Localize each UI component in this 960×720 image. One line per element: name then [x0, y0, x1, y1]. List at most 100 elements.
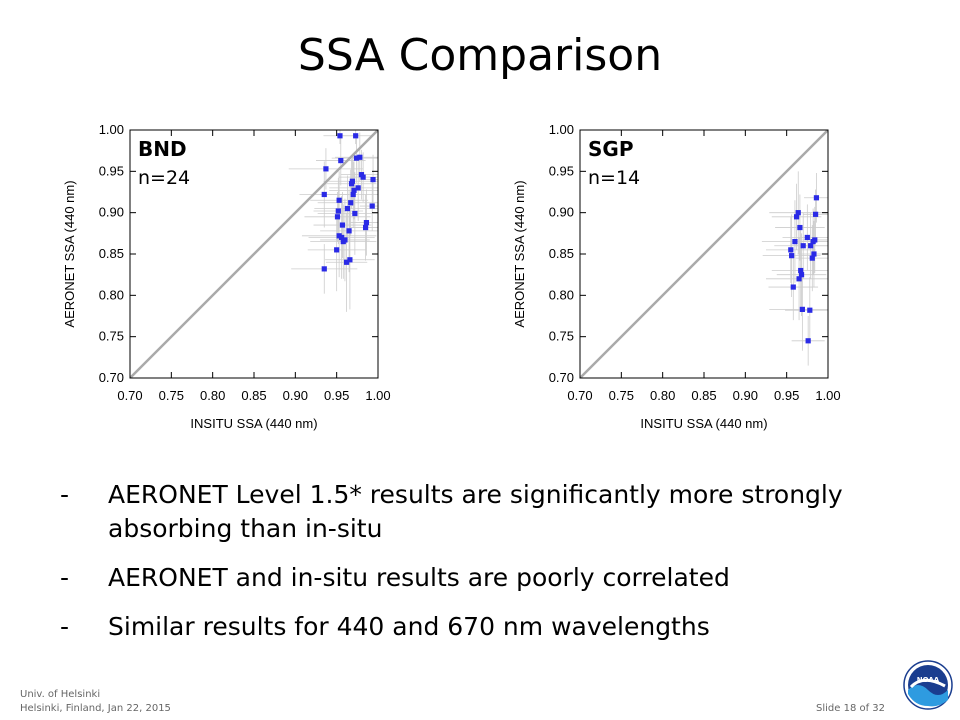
data-point: [807, 307, 813, 313]
bullet-text: AERONET and in-situ results are poorly c…: [108, 563, 730, 592]
data-point: [355, 185, 361, 191]
data-point: [351, 187, 357, 193]
x-tick-label: 0.70: [117, 388, 142, 403]
footer-organization: Univ. of Helsinki: [20, 689, 101, 700]
bullet-marker: -: [60, 480, 70, 509]
data-point: [800, 243, 806, 249]
y-tick-label: 0.95: [549, 163, 574, 178]
data-point: [349, 178, 355, 184]
data-point: [797, 224, 803, 231]
data-point: [789, 253, 795, 259]
plot-area: [580, 130, 828, 378]
y-tick-label: 0.70: [549, 370, 574, 385]
data-point: [350, 191, 356, 198]
data-point: [344, 205, 351, 212]
data-point: [805, 338, 811, 344]
data-point: [334, 214, 341, 220]
data-point: [342, 237, 348, 243]
x-tick-label: 0.95: [774, 388, 799, 403]
bullet-marker: -: [60, 612, 70, 641]
site-label: BND: [138, 137, 187, 161]
bullet-item: - AERONET and in-situ results are poorly…: [60, 561, 920, 595]
x-tick-label: 0.90: [733, 388, 758, 403]
y-axis-label: AERONET SSA (440 nm): [62, 180, 77, 327]
data-point: [348, 200, 354, 206]
site-label: SGP: [588, 137, 633, 161]
y-tick-label: 0.85: [549, 246, 574, 261]
data-point: [798, 272, 805, 278]
data-point: [360, 174, 366, 180]
data-point: [346, 228, 352, 234]
data-point: [790, 284, 796, 290]
noaa-logo-icon: NOAA: [903, 660, 953, 710]
data-point: [321, 266, 327, 272]
x-tick-label: 0.70: [567, 388, 592, 403]
data-point: [335, 208, 341, 214]
data-point: [353, 155, 360, 161]
data-point: [334, 247, 340, 253]
x-tick-label: 0.85: [691, 388, 716, 403]
y-tick-label: 0.90: [99, 205, 124, 220]
svg-text:NOAA: NOAA: [917, 676, 940, 684]
data-point: [363, 219, 370, 226]
data-point: [812, 237, 818, 243]
plot-area: [130, 130, 378, 378]
sample-count-label: n=24: [138, 167, 190, 189]
footer-slide-number: Slide 18 of 32: [816, 703, 886, 714]
data-point: [321, 191, 327, 198]
y-tick-label: 0.95: [99, 163, 124, 178]
data-point: [792, 239, 798, 245]
data-point: [353, 133, 359, 139]
data-point: [357, 154, 363, 160]
y-tick-label: 0.75: [549, 329, 574, 344]
data-point: [339, 222, 346, 228]
x-tick-label: 0.75: [159, 388, 184, 403]
y-tick-label: 0.75: [99, 329, 124, 344]
slide-title: SSA Comparison: [297, 30, 663, 81]
scatter-svg-sgp: 0.70 0.75 0.80 0.85 0.90 0.95 1.00 0.70 0.75 0.80…: [512, 122, 841, 431]
x-tick-label: 0.85: [241, 388, 266, 403]
scatter-plot-sgp: 0.70 0.75 0.80 0.85 0.90 0.95 1.00 0.70 0.75 0.80…: [500, 110, 940, 450]
data-point: [343, 259, 350, 265]
x-tick-label: 0.75: [609, 388, 634, 403]
bullet-list: - AERONET Level 1.5* results are signifi…: [60, 478, 920, 659]
data-point: [808, 243, 814, 249]
bullet-marker: -: [60, 563, 70, 592]
data-point: [336, 197, 342, 203]
bullet-text: AERONET Level 1.5* results are significa…: [108, 480, 843, 543]
x-tick-label: 0.80: [200, 388, 225, 403]
footer-event: Helsinki, Finland, Jan 22, 2015: [20, 703, 171, 714]
x-axis-label: INSITU SSA (440 nm): [640, 416, 767, 431]
data-point: [352, 210, 358, 217]
data-point: [813, 211, 819, 217]
y-tick-label: 1.00: [99, 122, 124, 137]
data-point: [370, 177, 376, 183]
data-point: [796, 276, 802, 282]
scatter-svg-bnd: 0.70 0.75 0.80 0.85 0.90 0.95 1.00 0.70 0.75 0.80…: [62, 122, 391, 431]
data-point: [339, 234, 345, 241]
sample-count-label: n=14: [588, 167, 640, 189]
data-point: [369, 203, 375, 209]
data-point: [799, 306, 805, 312]
x-tick-label: 1.00: [365, 388, 390, 403]
data-point: [323, 166, 329, 172]
data-point: [795, 210, 801, 216]
data-point: [798, 267, 804, 274]
data-point: [793, 214, 800, 220]
data-point: [804, 234, 810, 241]
y-tick-label: 1.00: [549, 122, 574, 137]
x-tick-label: 0.95: [324, 388, 349, 403]
bullet-text: Similar results for 440 and 670 nm wavel…: [108, 612, 710, 641]
data-point: [338, 157, 344, 164]
x-tick-label: 0.90: [283, 388, 308, 403]
x-axis-label: INSITU SSA (440 nm): [190, 416, 317, 431]
data-point: [363, 224, 369, 231]
y-tick-label: 0.80: [549, 287, 574, 302]
y-tick-label: 0.80: [99, 287, 124, 302]
data-point: [337, 133, 343, 139]
x-tick-label: 1.00: [815, 388, 840, 403]
bullet-item: - AERONET Level 1.5* results are signifi…: [60, 478, 920, 546]
scatter-plot-bnd: 0.70 0.75 0.80 0.85 0.90 0.95 1.00 0.70 0.75 0.80…: [50, 110, 490, 450]
one-to-one-line: [580, 130, 828, 378]
x-tick-label: 0.80: [650, 388, 675, 403]
